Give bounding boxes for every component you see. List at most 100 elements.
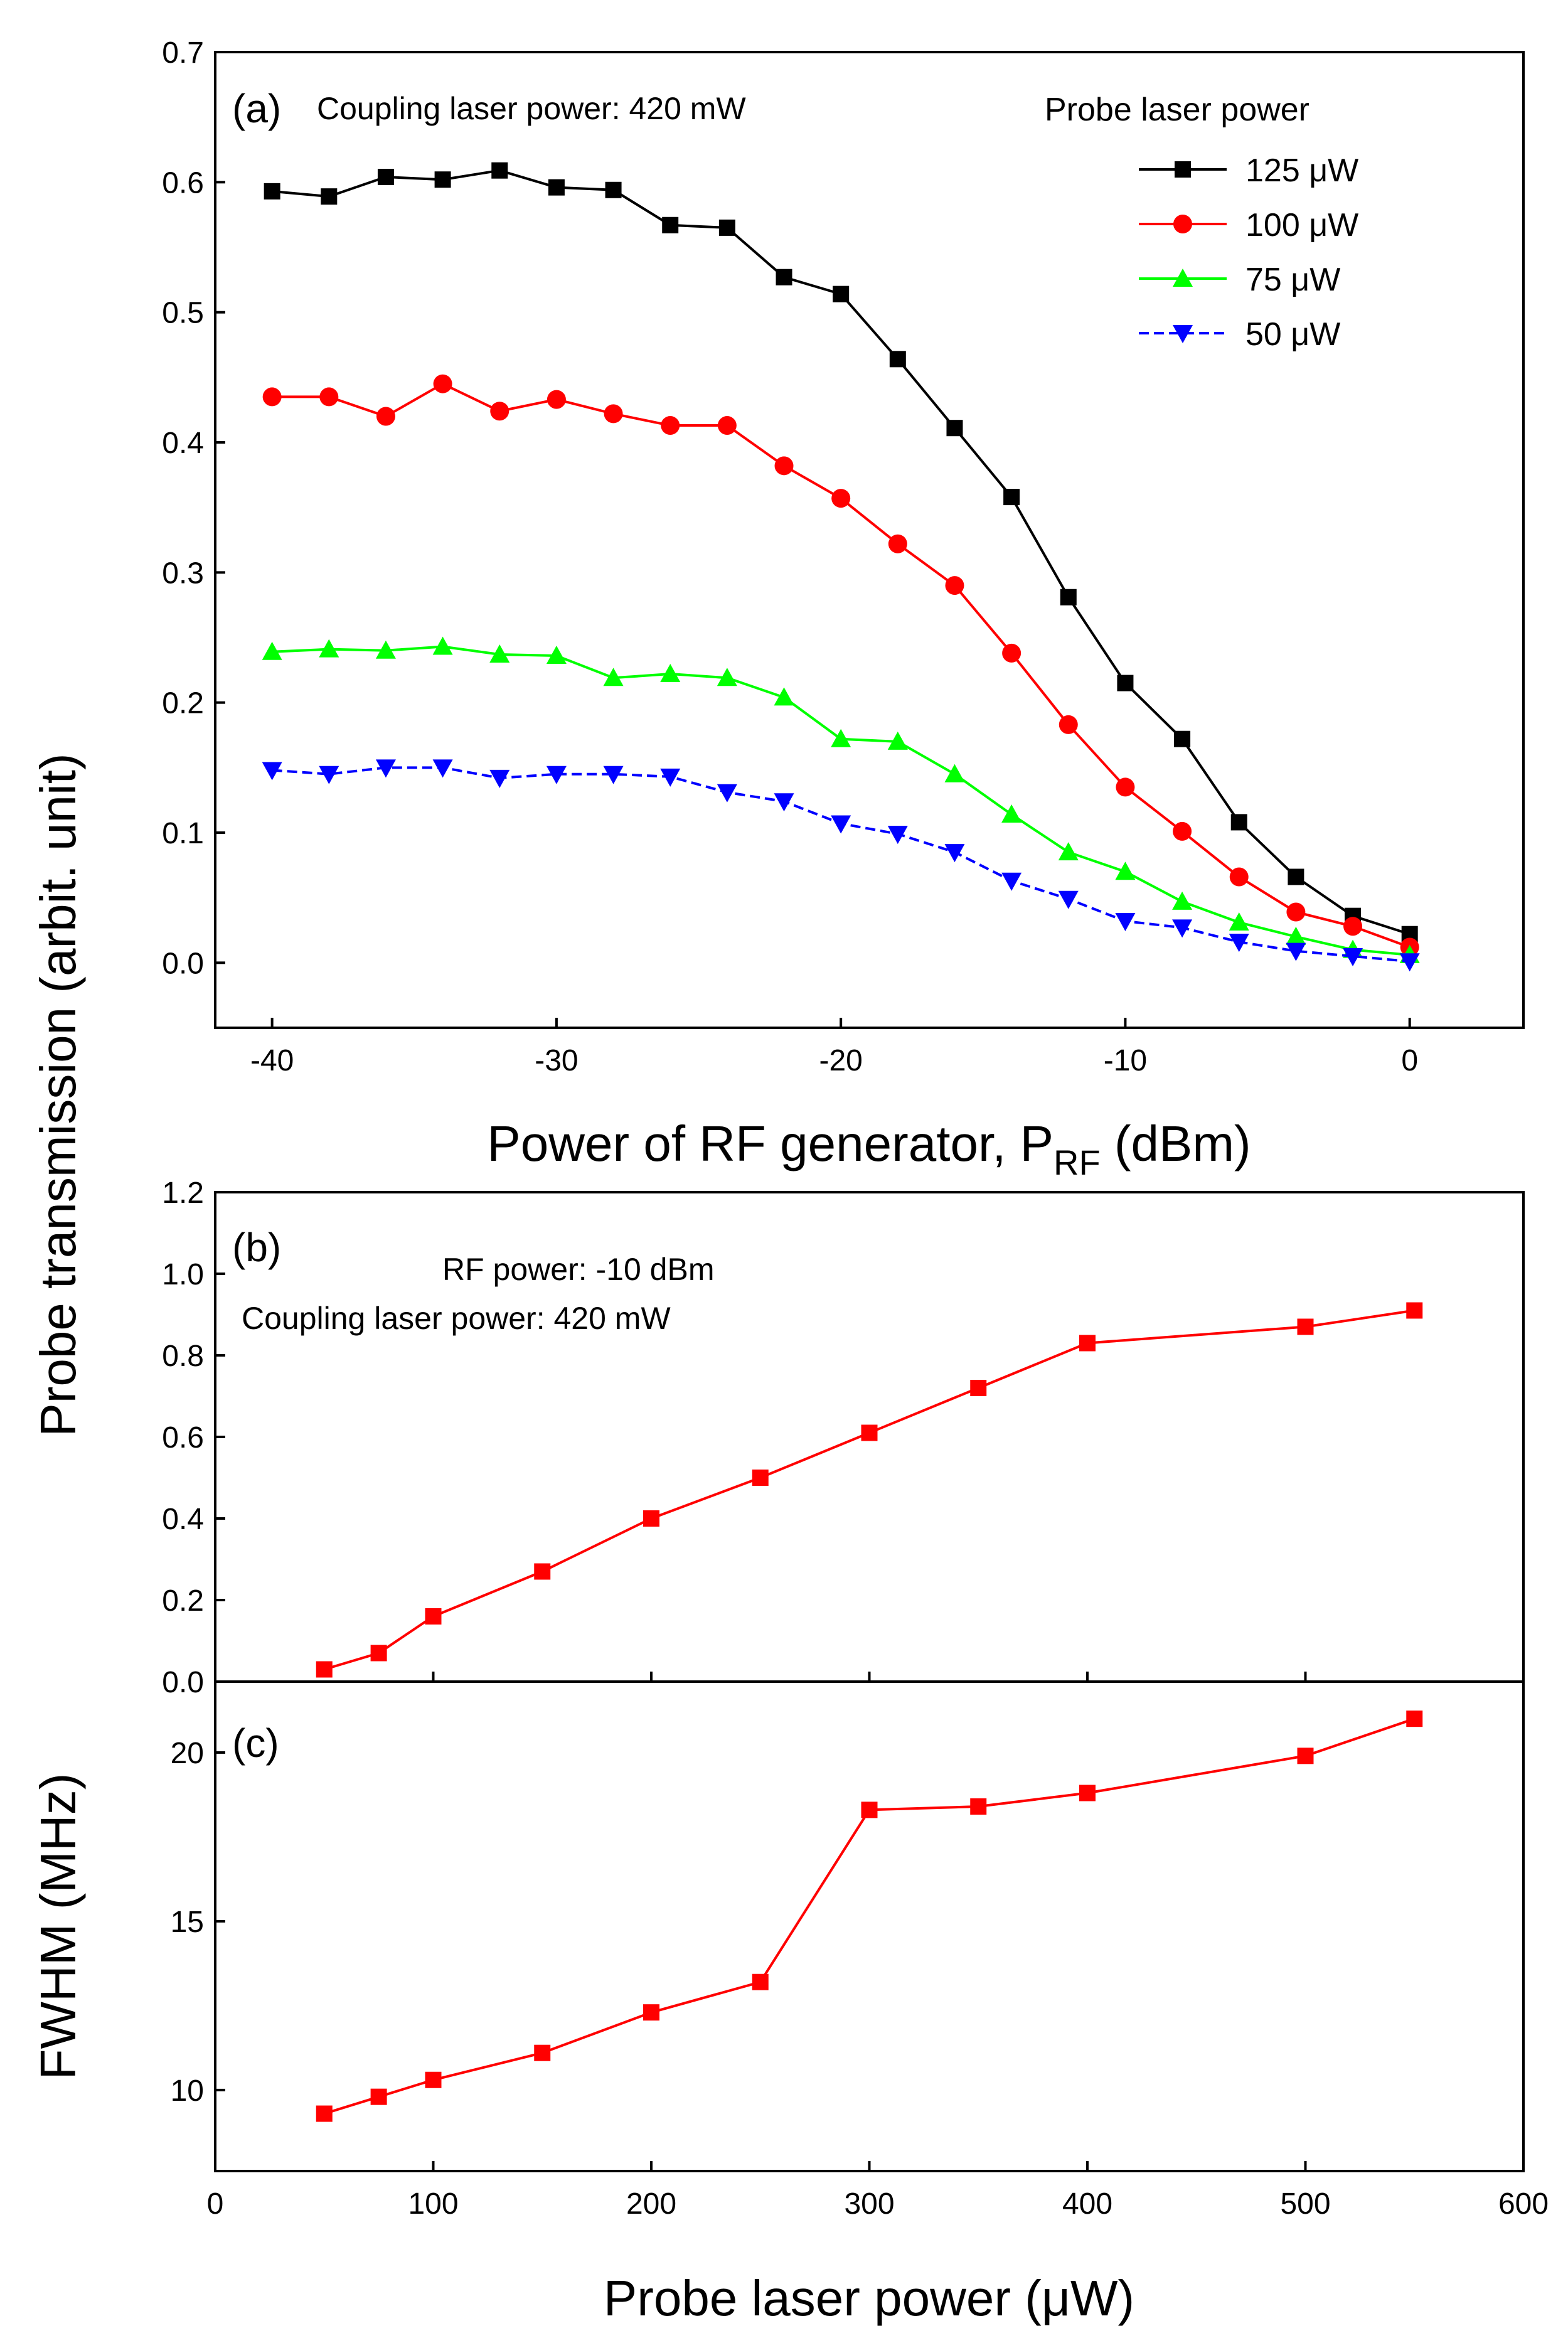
panel-a-label: (a) (232, 86, 281, 131)
data-point (434, 171, 451, 188)
data-point (662, 216, 679, 233)
y-tick-label: 0.2 (162, 1584, 204, 1618)
data-point (717, 668, 737, 686)
data-point (861, 1424, 878, 1441)
legend-marker (1175, 161, 1191, 178)
panel-a: -40 -30 -20 -10 0 0.0 0.1 0.2 0.3 0.4 0.5 0.6 0.7 (… (162, 36, 1525, 1182)
data-point (1343, 947, 1363, 966)
data-point (262, 641, 282, 660)
data-point (603, 766, 624, 784)
data-point (489, 644, 510, 663)
data-point (604, 404, 623, 424)
data-point (944, 764, 965, 782)
y-tick-label: 0.2 (162, 687, 204, 720)
data-point (946, 420, 963, 437)
data-point (1230, 814, 1247, 831)
data-point (888, 534, 907, 553)
data-point (889, 351, 906, 368)
data-point (774, 687, 794, 706)
data-point (605, 181, 622, 198)
legend-label: 125 μW (1245, 152, 1358, 189)
y-tick-label: 1.2 (162, 1177, 204, 1210)
data-point (603, 668, 624, 686)
data-point (547, 390, 566, 409)
legend-label: 100 μW (1245, 207, 1358, 243)
panel-c-series (316, 1710, 1423, 2122)
data-point (319, 766, 339, 784)
x-tick-label: 300 (844, 2187, 894, 2221)
data-point (718, 219, 735, 236)
panel-c-label: (c) (232, 1721, 279, 1766)
data-point (375, 640, 396, 659)
series-line (272, 382, 1411, 949)
panel-b-x-ticks (214, 1672, 1525, 1682)
data-point (774, 793, 794, 812)
data-point (262, 387, 282, 407)
panel-a-x-axis-title: Power of RF generator, PRF (dBm) (487, 1116, 1251, 1182)
data-point (264, 183, 280, 200)
data-point (887, 826, 908, 845)
data-point (548, 179, 565, 196)
data-point (752, 1973, 769, 1990)
data-point (1001, 872, 1022, 891)
data-point (831, 728, 851, 747)
data-point (944, 844, 965, 863)
x-title-main: Power of RF generator, P (487, 1116, 1053, 1171)
series-line (324, 1717, 1415, 2115)
y-tick-label: 0.5 (162, 297, 204, 330)
data-point (1079, 1335, 1096, 1352)
data-point (370, 1645, 387, 1662)
y-axis-title-transmission: Probe transmission (arbit. unit) (30, 753, 86, 1436)
x-tick-label: 200 (626, 2187, 676, 2221)
data-point (377, 169, 394, 186)
data-point (1229, 867, 1249, 887)
data-point (1297, 1318, 1314, 1335)
x-tick-label: 0 (207, 2187, 224, 2221)
y-tick-label: 15 (171, 1906, 204, 1939)
data-point (375, 759, 396, 778)
x-tick-label: -30 (535, 1044, 578, 1077)
y-tick-label: 0.1 (162, 817, 204, 850)
x-tick-label: -10 (1104, 1044, 1147, 1077)
legend-title: Probe laser power (1045, 92, 1309, 128)
data-point (1286, 902, 1306, 922)
data-point (1173, 821, 1192, 841)
data-point (1406, 1710, 1423, 1727)
legend-label: 50 μW (1245, 316, 1340, 353)
data-point (1003, 489, 1020, 506)
data-point (717, 784, 737, 803)
y-axis-title-fwhm: FWHM (MHz) (30, 1773, 86, 2080)
y-tick-label: 0.0 (162, 947, 204, 980)
panel-a-frame (214, 51, 1525, 1029)
legend-label: 75 μW (1245, 262, 1340, 298)
data-point (1058, 842, 1079, 861)
data-point (1079, 1785, 1096, 1801)
data-point (887, 731, 908, 750)
x-tick-label: 500 (1280, 2187, 1330, 2221)
legend: 125 μW 100 μW 75 μW 50 μW (1139, 152, 1358, 353)
x-tick-label: 0 (1401, 1044, 1418, 1077)
y-tick-label: 0.6 (162, 1421, 204, 1454)
y-tick-label: 20 (171, 1737, 204, 1770)
y-tick-label: 0.4 (162, 1503, 204, 1536)
data-point (491, 162, 508, 179)
y-tick-label: 0.0 (162, 1666, 204, 1699)
panel-b: 0.0 0.2 0.4 0.6 0.8 1.0 1.2 (b) RF power: -10 … (162, 1177, 1525, 1699)
series-line (272, 766, 1410, 963)
data-point (319, 639, 339, 658)
data-point (861, 1801, 878, 1818)
data-point (316, 1661, 333, 1678)
data-point (432, 636, 453, 655)
panel-b-annotation-coupling: Coupling laser power: 420 mW (242, 1301, 671, 1336)
x-tick-label: -40 (250, 1044, 294, 1077)
data-point (546, 766, 567, 784)
x-tick-label: 400 (1062, 2187, 1112, 2221)
y-tick-label: 1.0 (162, 1258, 204, 1291)
data-point (370, 2088, 387, 2105)
y-tick-label: 0.8 (162, 1340, 204, 1373)
data-point (425, 2071, 442, 2088)
data-point (1001, 804, 1022, 823)
x-tick-label: -20 (819, 1044, 862, 1077)
y-tick-label: 0.4 (162, 427, 204, 460)
x-title-suffix: (dBm) (1101, 1116, 1251, 1171)
